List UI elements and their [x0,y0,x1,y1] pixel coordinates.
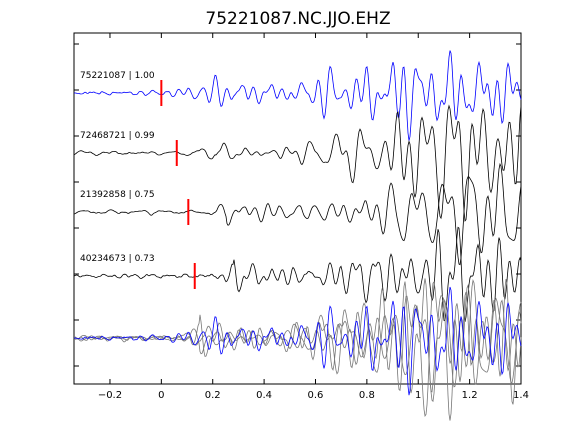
trace-label: 40234673 | 0.73 [80,254,155,264]
trace-line [73,226,522,322]
x-tick-label: 0 [158,390,164,401]
x-tick-label: 0.6 [308,390,324,401]
trace-line [73,50,522,141]
traces-area: 75221087 | 1.00 72468721 | 0.99 21392858 |… [73,50,522,421]
x-axis: −0.2 0 0.2 0.4 0.6 0.8 1 1.2 1.4 [98,33,529,401]
overlay-trace [73,286,522,396]
x-tick-label: 1.2 [462,390,478,401]
x-tick-label: 0.8 [359,390,375,401]
x-tick-label: −0.2 [98,390,122,401]
x-tick-label: 0.2 [205,390,221,401]
chart-title: 75221087.NC.JJO.EHZ [205,9,390,29]
x-tick-label: 1.4 [513,390,529,401]
trace-label: 21392858 | 0.75 [80,190,155,200]
x-tick-label: 0.4 [256,390,272,401]
trace-label: 75221087 | 1.00 [80,71,155,81]
trace-line [73,162,522,266]
plot-frame [73,32,522,385]
trace-line [73,104,522,222]
overlay-trace [74,279,522,421]
x-tick-label: 1 [415,390,421,401]
trace-label: 72468721 | 0.99 [80,131,155,141]
